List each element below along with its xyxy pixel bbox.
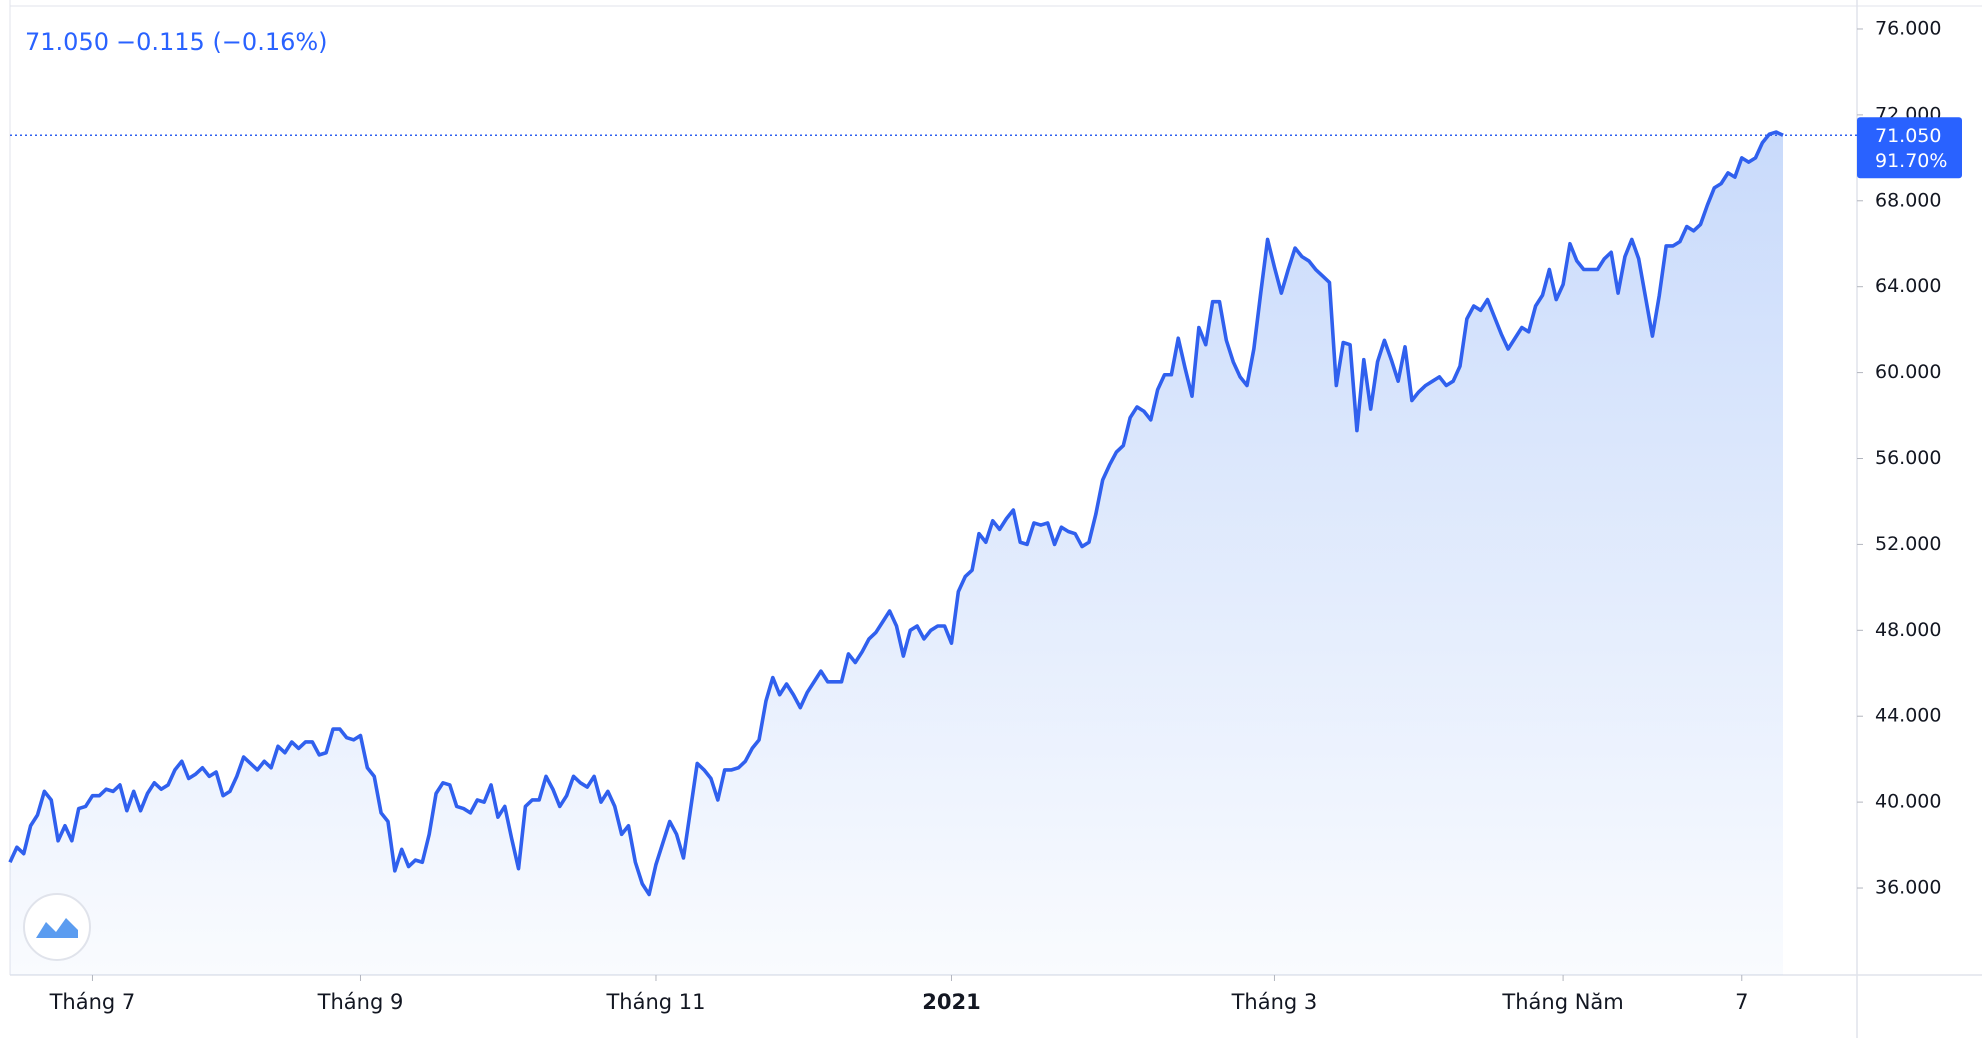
x-tick-label: 7 (1735, 990, 1748, 1014)
badge-bg (1857, 117, 1962, 179)
price-line (8, 130, 1784, 897)
y-tick-label: 40.000 (1875, 791, 1941, 813)
y-tick-label: 36.000 (1875, 877, 1941, 899)
plot-area (8, 130, 1784, 975)
x-tick-label: 2021 (922, 990, 980, 1014)
header-change: −0.115 (−0.16%) (116, 28, 328, 56)
logo (23, 893, 91, 961)
x-tick-label: Tháng 3 (1231, 990, 1318, 1014)
x-tick-label: Tháng 11 (605, 990, 705, 1014)
x-tick-label: Tháng 7 (49, 990, 136, 1014)
y-tick-label: 60.000 (1875, 361, 1941, 383)
x-tick-label: Tháng Năm (1501, 990, 1623, 1014)
y-tick-label: 52.000 (1875, 533, 1941, 555)
area-fill (10, 132, 1783, 975)
x-tick-label: Tháng 9 (317, 990, 404, 1014)
y-tick-label: 48.000 (1875, 619, 1941, 641)
badge-percent: 91.70% (1875, 150, 1947, 172)
price-badge: 71.050 91.70% (1857, 117, 1962, 179)
y-tick-label: 64.000 (1875, 275, 1941, 297)
y-tick-label: 68.000 (1875, 189, 1941, 211)
header-price: 71.050 (25, 28, 109, 56)
y-tick-label: 56.000 (1875, 447, 1941, 469)
y-tick-label: 76.000 (1875, 17, 1941, 39)
y-tick-label: 44.000 (1875, 705, 1941, 727)
logo-icon (36, 918, 78, 938)
badge-price: 71.050 (1875, 125, 1941, 147)
logo-circle (23, 893, 91, 961)
